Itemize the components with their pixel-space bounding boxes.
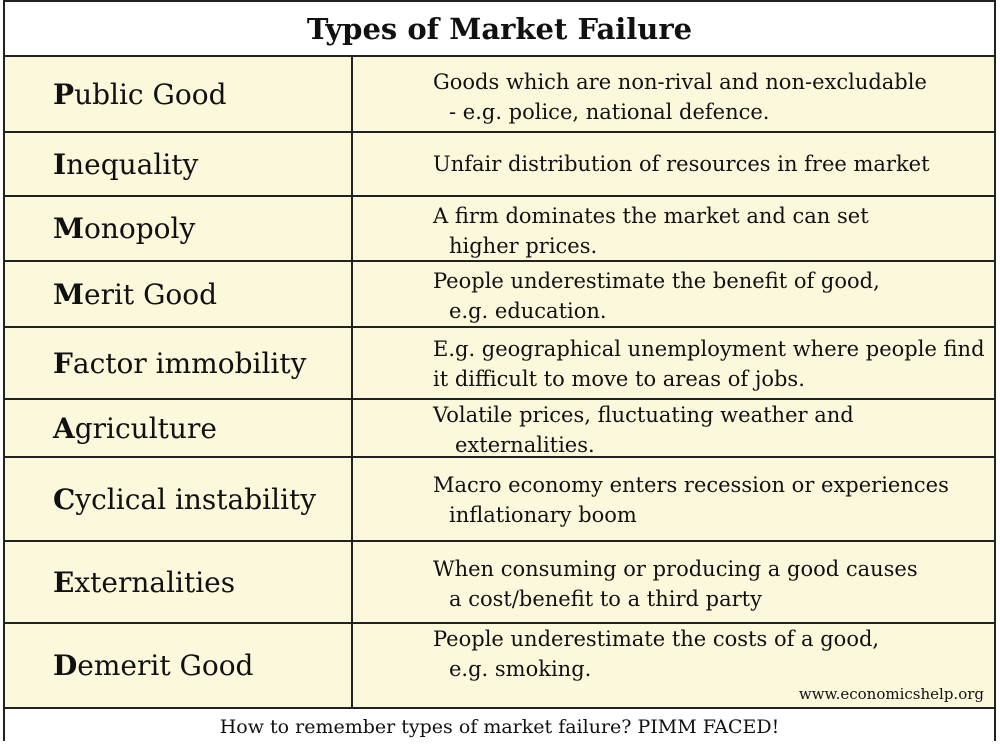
description-line: it difficult to move to areas of jobs.	[433, 367, 805, 391]
description-line: - e.g. police, national defence.	[449, 100, 770, 124]
term-initial: I	[53, 147, 67, 181]
description-cell: Volatile prices, fluctuating weather and…	[353, 400, 994, 457]
description-line: e.g. education.	[449, 299, 607, 323]
description-line: A firm dominates the market and can set	[433, 204, 869, 228]
term-initial: P	[53, 77, 75, 111]
description-cell: People underestimate the benefit of good…	[353, 262, 994, 326]
description-line: Goods which are non-rival and non-exclud…	[433, 70, 927, 94]
description-cell: People underestimate the costs of a good…	[353, 624, 994, 707]
term-initial: F	[53, 346, 73, 380]
term-rest: yclical instability	[75, 482, 317, 516]
term-initial: D	[53, 649, 78, 682]
term-rest: nequality	[66, 147, 199, 181]
description-line: e.g. smoking.	[449, 657, 592, 681]
term-rest: griculture	[74, 411, 217, 445]
description-line: Volatile prices, fluctuating weather and	[433, 403, 854, 427]
description-cell: Goods which are non-rival and non-exclud…	[353, 57, 994, 131]
description-line: Unfair distribution of resources in free…	[433, 152, 930, 176]
term-initial: M	[53, 212, 84, 245]
term-initial: A	[53, 411, 75, 445]
term-initial: C	[53, 482, 76, 516]
description-line: higher prices.	[449, 234, 598, 258]
description-line: externalities.	[455, 433, 595, 457]
term-rest: erit Good	[84, 277, 218, 311]
description-cell: A firm dominates the market and can set h…	[353, 197, 994, 260]
term-initial: E	[53, 565, 75, 599]
description-line: When consuming or producing a good cause…	[433, 557, 918, 581]
description-line: People underestimate the costs of a good…	[433, 627, 880, 651]
term-initial: M	[53, 277, 84, 311]
term-rest: ublic Good	[74, 77, 227, 111]
description-line: Macro economy enters recession or experi…	[433, 473, 949, 497]
table-title: Types of Market Failure	[5, 2, 994, 57]
description-line: a cost/benefit to a third party	[449, 587, 762, 611]
description-cell: When consuming or producing a good cause…	[353, 542, 994, 622]
description-cell: E.g. geographical unemployment where peo…	[353, 328, 994, 398]
description-line: E.g. geographical unemployment where peo…	[433, 337, 985, 361]
description-line: inflationary boom	[449, 503, 637, 527]
term-rest: actor immobility	[72, 346, 307, 380]
description-cell: Macro economy enters recession or experi…	[353, 458, 994, 540]
description-cell: Unfair distribution of resources in free…	[353, 133, 994, 195]
source-watermark: www.economicshelp.org	[798, 685, 984, 703]
term-rest: emerit Good	[77, 649, 254, 682]
footer-mnemonic: How to remember types of market failure?…	[5, 709, 994, 745]
description-line: People underestimate the benefit of good…	[433, 269, 880, 293]
term-rest: xternalities	[74, 565, 236, 599]
term-rest: onopoly	[84, 212, 196, 245]
